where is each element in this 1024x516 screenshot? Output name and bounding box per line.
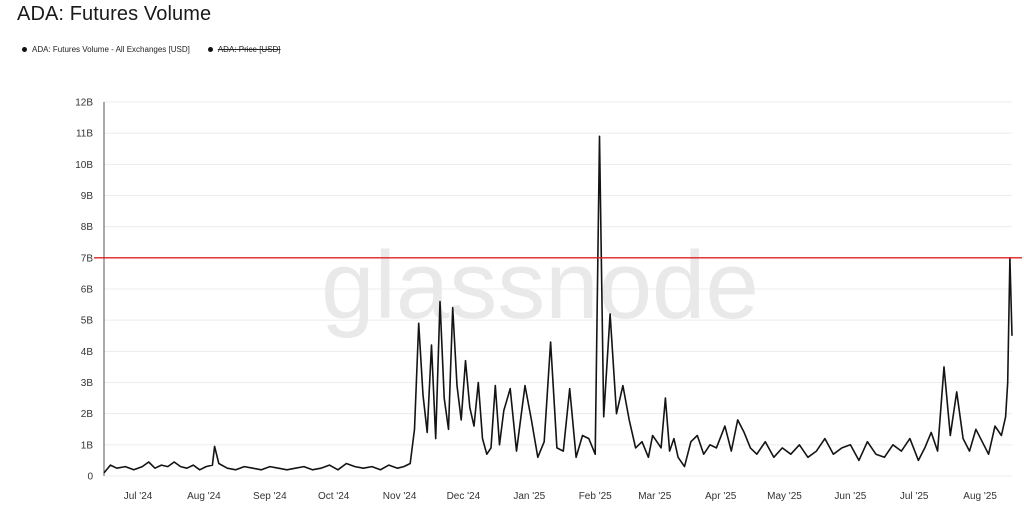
chart-title: ADA: Futures Volume (17, 3, 212, 25)
svg-text:glassnode: glassnode (321, 232, 759, 339)
legend-item-futures-volume[interactable]: ADA: Futures Volume - All Exchanges [USD… (22, 45, 190, 54)
y-tick-label: 0 (87, 472, 93, 483)
legend-marker-icon (207, 47, 213, 52)
y-tick-label: 5B (81, 316, 94, 327)
legend: ADA: Futures Volume - All Exchanges [USD… (22, 45, 281, 54)
legend-label: ADA: Futures Volume - All Exchanges [USD… (32, 45, 190, 54)
series-futures-volume (103, 135, 1013, 474)
y-tick-label: 3B (81, 378, 94, 389)
x-tick-label: Apr '25 (705, 491, 737, 502)
x-tick-label: May '25 (767, 491, 802, 502)
x-tick-label: Oct '24 (318, 491, 350, 502)
x-tick-label: Dec '24 (447, 491, 481, 502)
y-tick-label: 12B (75, 98, 93, 109)
x-tick-label: Aug '25 (963, 491, 997, 502)
y-tick-label: 2B (81, 409, 94, 420)
y-tick-label: 7B (81, 253, 94, 264)
y-tick-label: 6B (81, 285, 94, 296)
y-tick-label: 4B (81, 347, 94, 358)
x-tick-label: Jul '24 (124, 491, 153, 502)
y-tick-label: 10B (75, 160, 93, 171)
watermark: glassnode (321, 232, 759, 339)
x-tick-label: Nov '24 (383, 491, 417, 502)
y-tick-label: 11B (76, 129, 93, 140)
x-tick-label: Mar '25 (638, 491, 671, 502)
x-tick-label: Aug '24 (187, 491, 221, 502)
y-tick-label: 8B (81, 222, 94, 233)
legend-item-price[interactable]: ADA: Price [USD] (207, 45, 281, 54)
legend-label: ADA: Price [USD] (217, 45, 281, 54)
legend-marker-icon (22, 47, 27, 52)
x-tick-label: Feb '25 (579, 491, 612, 502)
x-axis: Jul '24 Aug '24 Sep '24 Oct '24 Nov '24 Dec '… (124, 491, 998, 502)
x-tick-label: Sep '24 (253, 491, 287, 502)
y-tick-label: 9B (81, 191, 94, 202)
y-tick-label: 1B (81, 440, 94, 451)
y-axis: 0 1B 2B 3B 4B 5B 6B 7B 8B 9B 10B 11B 12B (75, 98, 105, 483)
x-tick-label: Jan '25 (513, 491, 545, 502)
x-tick-label: Jul '25 (900, 491, 929, 502)
x-tick-label: Jun '25 (834, 491, 866, 502)
series-line (103, 135, 1013, 474)
